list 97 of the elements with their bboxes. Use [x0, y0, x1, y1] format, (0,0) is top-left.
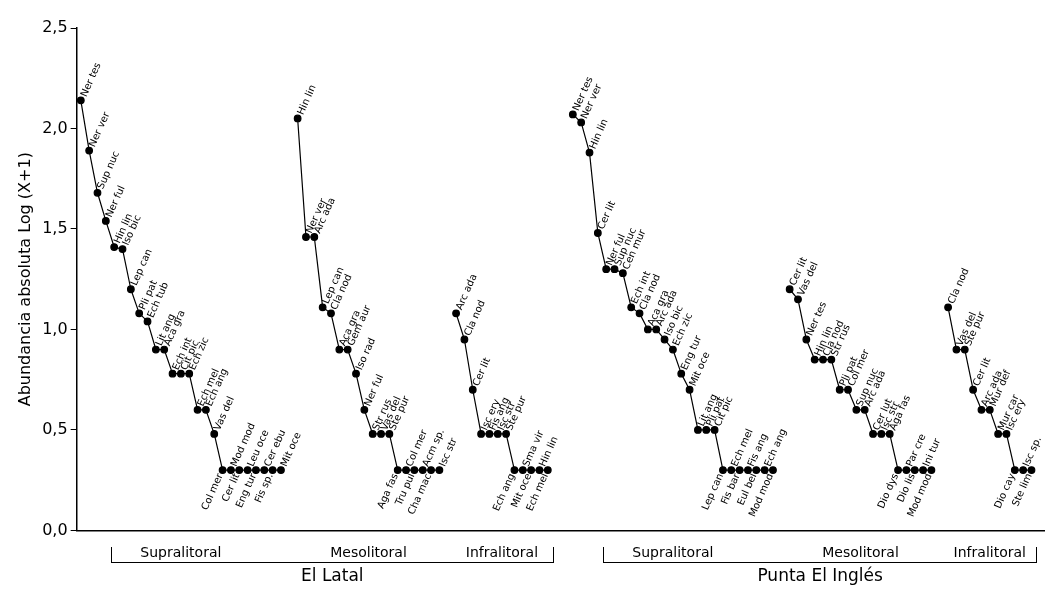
point	[585, 148, 594, 157]
point	[835, 385, 844, 394]
point	[135, 309, 144, 318]
y-tick-label: 1,5	[42, 218, 68, 238]
point	[360, 405, 369, 414]
y-axis-title: Abundancia absoluta Log (X+1)	[14, 152, 34, 407]
point	[193, 405, 202, 414]
point	[677, 369, 686, 378]
point	[877, 430, 886, 438]
point	[293, 114, 302, 123]
point	[1027, 466, 1036, 475]
point	[385, 430, 394, 438]
point	[377, 430, 385, 438]
text: Punta El Inglés	[756, 565, 884, 585]
point	[810, 355, 819, 364]
point	[260, 466, 269, 475]
point	[110, 243, 119, 251]
point	[76, 96, 85, 105]
y-tick-label: 0,5	[42, 419, 68, 439]
data-label: Cer lit	[469, 355, 493, 388]
point	[143, 317, 152, 326]
point	[694, 426, 702, 434]
data-label: Hin lin	[586, 117, 610, 151]
point	[368, 430, 377, 438]
data-label: Cer lit	[595, 199, 618, 231]
point	[310, 233, 319, 241]
point	[118, 245, 127, 253]
point	[944, 303, 952, 312]
point	[869, 430, 877, 438]
point	[910, 466, 919, 475]
point	[168, 369, 177, 378]
point	[643, 325, 652, 334]
text: Supralitoral	[631, 544, 715, 560]
point	[151, 345, 160, 354]
text: Mesolitoral	[821, 544, 900, 560]
point	[85, 146, 94, 155]
y-tick-label: 0,0	[42, 519, 68, 539]
y-tick-label: 2,0	[42, 117, 68, 137]
point	[268, 466, 277, 475]
point	[593, 229, 602, 237]
point	[327, 309, 335, 318]
point	[218, 466, 227, 475]
point	[627, 303, 636, 312]
point	[485, 430, 494, 438]
point	[685, 385, 694, 394]
y-tick-label: 1,0	[42, 318, 68, 338]
text: Infralitoral	[952, 544, 1027, 560]
point	[602, 265, 611, 274]
data-label: Cla nod	[945, 266, 971, 306]
data-label: Ner ver	[86, 109, 112, 149]
point	[852, 405, 861, 414]
point	[618, 269, 627, 278]
point	[719, 466, 727, 475]
point	[1002, 430, 1011, 438]
point	[994, 430, 1003, 438]
point	[510, 466, 519, 475]
point	[785, 285, 794, 294]
text: Infralitoral	[464, 544, 540, 560]
point	[302, 233, 310, 241]
point	[502, 430, 511, 438]
point	[702, 426, 711, 434]
y-tick-label: 2,5	[42, 17, 68, 37]
point	[635, 309, 644, 318]
point	[952, 345, 961, 354]
point	[660, 335, 669, 344]
point	[610, 265, 619, 274]
point	[277, 466, 285, 475]
point	[93, 188, 102, 197]
point	[894, 466, 902, 475]
data-label: Hin lin	[294, 82, 318, 117]
point	[352, 369, 360, 378]
point	[802, 335, 811, 344]
data-label: Ner tes	[77, 60, 103, 99]
point	[669, 345, 677, 354]
point	[735, 466, 744, 475]
data-label: Isc sp.	[1020, 434, 1044, 468]
point	[902, 466, 911, 475]
point	[493, 430, 502, 438]
text: El Latal	[300, 565, 365, 585]
point	[794, 295, 802, 304]
point	[210, 430, 219, 438]
point	[477, 430, 485, 438]
point	[710, 426, 719, 434]
point	[960, 345, 969, 354]
point	[568, 110, 577, 119]
point	[101, 217, 110, 225]
point	[435, 466, 444, 475]
point	[126, 285, 135, 294]
point	[885, 430, 894, 438]
text: Supralitoral	[139, 544, 223, 560]
point	[969, 385, 978, 394]
point	[460, 335, 469, 344]
point	[577, 118, 586, 127]
point	[393, 466, 402, 475]
point	[318, 303, 327, 312]
text: Mesolitoral	[329, 544, 408, 560]
point	[468, 385, 477, 394]
